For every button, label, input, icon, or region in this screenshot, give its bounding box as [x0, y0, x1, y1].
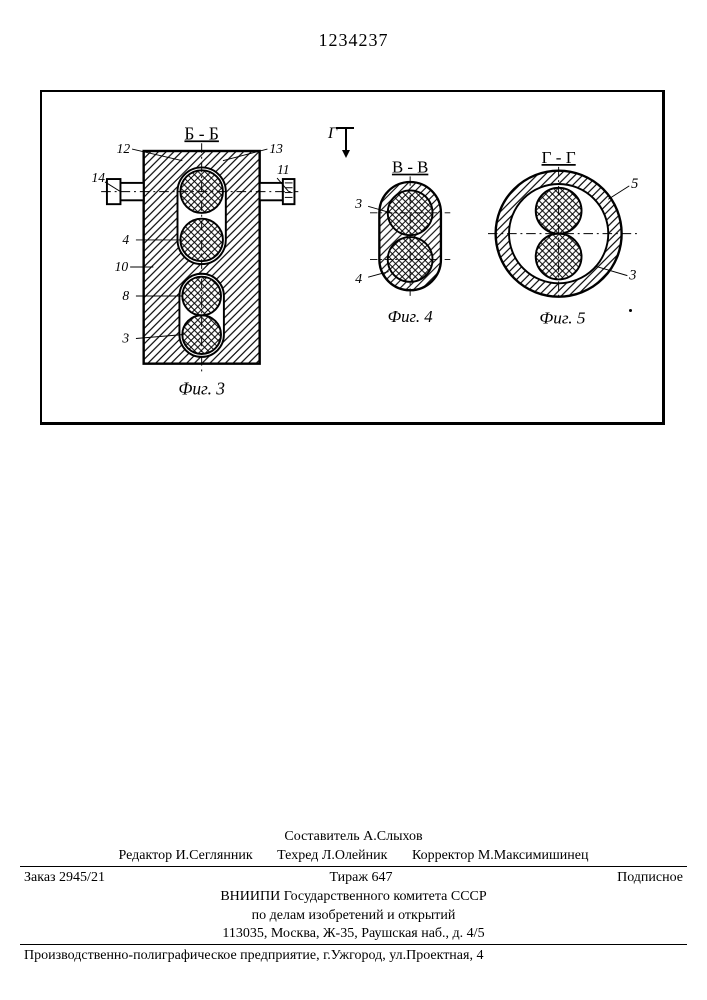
- callout-3-fig4: 3: [354, 197, 362, 212]
- callout-4: 4: [122, 232, 129, 247]
- svg-text:Г: Г: [327, 125, 338, 142]
- callout-8: 8: [122, 288, 129, 303]
- org-line-1: ВНИИПИ Государственного комитета СССР: [20, 888, 687, 907]
- callout-5-fig5: 5: [631, 176, 638, 192]
- org-block: ВНИИПИ Государственного комитета СССР по…: [20, 888, 687, 945]
- caption-fig3: Фиг. 3: [178, 379, 225, 399]
- corrector-credit: Корректор М.Максимишинец: [412, 848, 589, 863]
- subscription: Подписное: [617, 869, 683, 888]
- figure-3: Б - Б: [82, 122, 302, 412]
- section-label-fig5: Г - Г: [542, 148, 576, 167]
- editor-credit: Редактор И.Сеглянник: [119, 848, 253, 863]
- figures-frame: Б - Б: [40, 90, 665, 425]
- printer-line: Производственно-полиграфическое предприя…: [20, 945, 687, 966]
- credits-row: Редактор И.Сеглянник Техред Л.Олейник Ко…: [20, 847, 687, 866]
- tech-editor-credit: Техред Л.Олейник: [277, 848, 387, 863]
- caption-fig5: Фиг. 5: [539, 308, 585, 327]
- page: 1234237 Б - Б: [0, 0, 707, 1000]
- section-label-fig3: Б - Б: [184, 123, 218, 143]
- caption-fig4: Фиг. 4: [388, 307, 434, 326]
- order-row: Заказ 2945/21 Тираж 647 Подписное: [20, 867, 687, 888]
- org-line-2: по делам изобретений и открытий: [20, 907, 687, 926]
- callout-12: 12: [117, 141, 131, 156]
- order-number: Заказ 2945/21: [24, 869, 105, 888]
- print-speck: [629, 309, 632, 312]
- footer: Составитель А.Слыхов Редактор И.Сеглянни…: [20, 828, 687, 966]
- callout-3-fig5: 3: [628, 267, 636, 283]
- callout-3: 3: [121, 330, 129, 345]
- callout-11: 11: [277, 162, 290, 177]
- section-label-fig4: В - В: [392, 158, 428, 177]
- callout-13: 13: [269, 141, 283, 156]
- address-line: 113035, Москва, Ж-35, Раушская наб., д. …: [20, 925, 687, 944]
- figure-4: В - В 3 4 Фиг. 4: [342, 152, 482, 352]
- callout-14: 14: [91, 170, 105, 185]
- compiler-line: Составитель А.Слыхов: [20, 828, 687, 847]
- patent-number: 1234237: [0, 30, 707, 51]
- callout-4-fig4: 4: [355, 272, 362, 287]
- figure-5: Г - Г 5 3 Фиг. 5: [472, 142, 672, 352]
- callout-10: 10: [115, 259, 129, 274]
- print-run: Тираж 647: [329, 869, 392, 888]
